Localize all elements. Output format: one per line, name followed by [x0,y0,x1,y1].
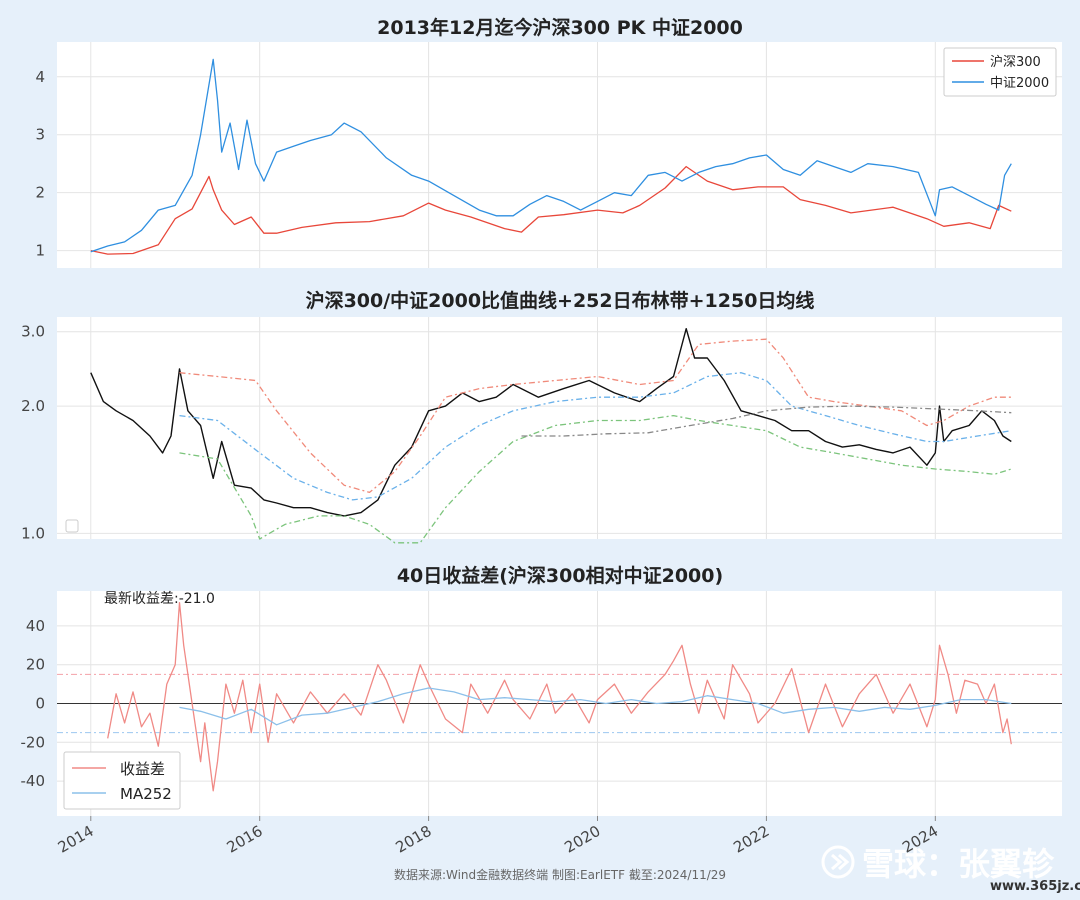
panel2-grid [57,317,1062,539]
x-tick-label: 2018 [393,822,435,857]
series-line-lower_band [179,414,1012,544]
panel1-legend-box [943,47,1057,97]
footer-source: 数据来源:Wind金融数据终端 制图:EarlETF 截至:2024/11/29 [394,867,726,882]
series-line-mid_band [179,372,1012,501]
series-line-hs300 [90,165,1012,255]
watermark-url: www.365jz.com [990,879,1080,894]
y-tick-label: 20 [26,656,45,674]
y-tick-label: 0 [35,695,45,713]
y-tick-label: 2 [35,184,45,202]
panel1-plot-area [57,42,1062,268]
y-tick-label: -40 [21,772,46,790]
y-tick-label: 3.0 [21,323,45,341]
series-line-zz2000 [90,58,1012,253]
y-tick-label: -20 [21,733,46,751]
panel3-legend-box [63,751,181,810]
legend-label-zz2000: 中证2000 [990,76,1049,91]
x-tick-label: 2016 [224,822,266,857]
y-tick-label: 3 [35,126,45,144]
legend-label-hs300: 沪深300 [990,54,1041,70]
panel2-empty-legend [65,519,79,533]
panel1-series [90,58,1012,255]
panel3-y-ticks: -40 -20 0 20 40 [21,617,46,790]
x-tick-label: 2022 [730,822,772,857]
panel3-reference-lines [57,673,1062,734]
watermark-text: 雪球：张翼轸 [862,845,1055,883]
series-line-spread [107,601,1012,792]
legend-label-ma252: MA252 [120,785,172,803]
legend-label-spread: 收益差 [120,760,165,778]
panel1-title: 2013年12月迄今沪深300 PK 中证2000 [377,16,743,39]
xueqiu-logo-icon [821,845,855,879]
y-tick-label: 40 [26,617,45,635]
y-tick-label: 2.0 [21,397,45,415]
watermark: 雪球：张翼轸 www.365jz.com [821,845,1080,894]
panel1-y-ticks: 1 2 3 4 [35,68,45,260]
series-line-upper_band [179,338,1012,494]
panel2-plot-area [57,317,1062,539]
panel3-series [107,601,1012,792]
x-axis-ticks: 2014 2016 2018 2020 2022 2024 [55,816,941,857]
panel1-legend: 沪深300 中证2000 [943,47,1057,97]
series-line-spread_ma [179,687,1012,726]
panel3-legend: 收益差 MA252 [63,751,181,810]
x-tick-label: 2014 [55,822,97,857]
latest-spread-annotation: 最新收益差:-21.0 [104,591,215,607]
panel3-title: 40日收益差(沪深300相对中证2000) [397,564,723,587]
panel2-title: 沪深300/中证2000比值曲线+252日布林带+1250日均线 [306,289,815,312]
series-line-ratio [90,328,1012,517]
x-tick-label: 2020 [561,822,603,857]
y-tick-label: 1 [35,242,45,260]
y-tick-label: 1.0 [21,524,45,542]
y-tick-label: 4 [35,68,45,86]
panel2-series [90,328,1012,544]
panel2-y-ticks: 1.0 2.0 3.0 [21,323,45,543]
series-line-ma1250 [521,405,1012,437]
